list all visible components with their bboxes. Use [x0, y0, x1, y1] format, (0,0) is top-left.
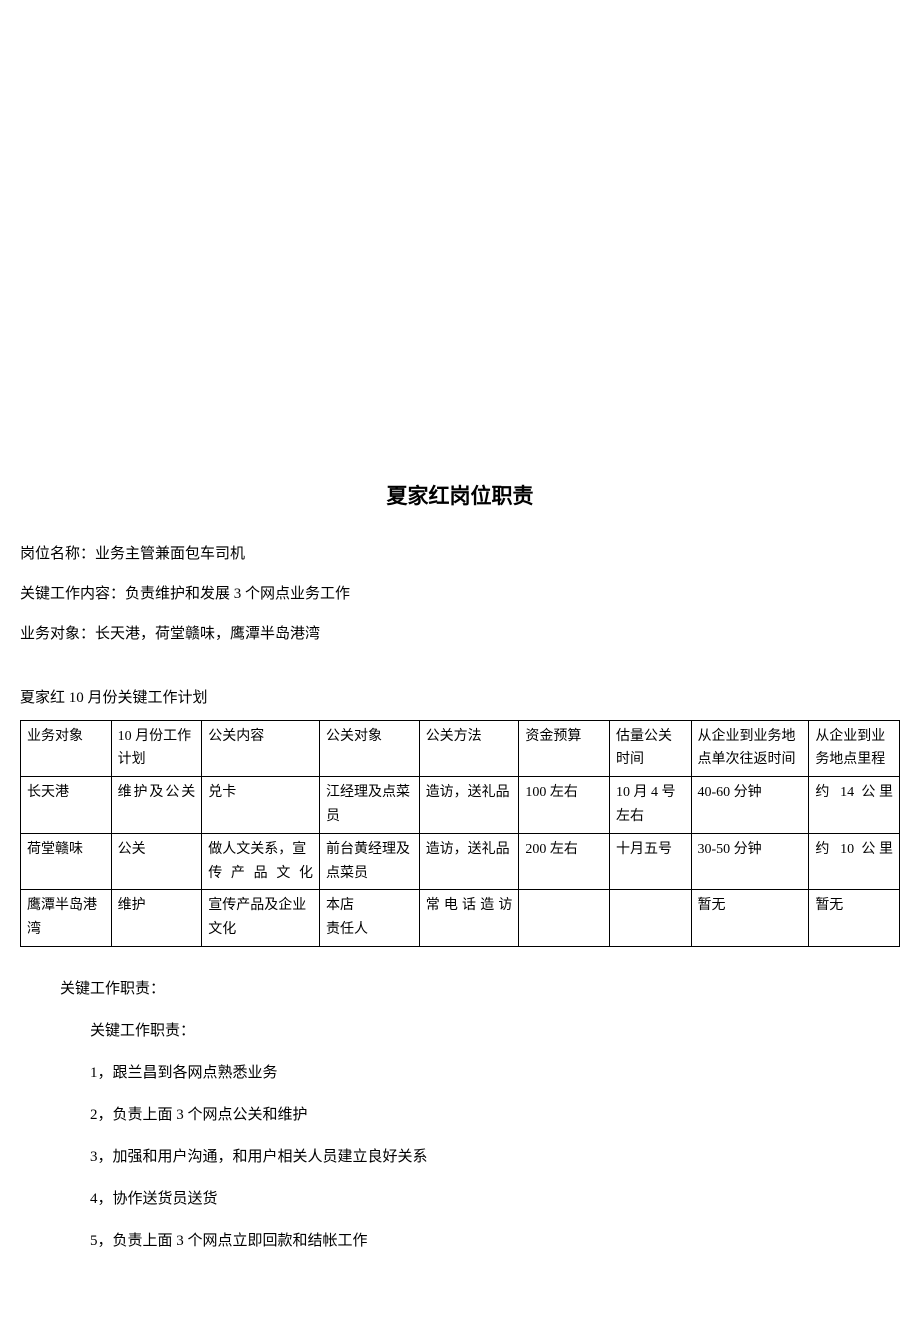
table-cell: [609, 890, 691, 947]
table-cell: 宣传产品及企业文化: [202, 890, 320, 947]
table-header: 10 月份工作计划: [111, 720, 202, 777]
table-row: 荷堂赣味 公关 做人文关系，宣传产品文化 前台黄经理及点菜员 造访，送礼品 20…: [21, 833, 900, 890]
table-header-row: 业务对象 10 月份工作计划 公关内容 公关对象 公关方法 资金预算 估量公关时…: [21, 720, 900, 777]
plan-subtitle: 夏家红 10 月份关键工作计划: [20, 686, 900, 710]
duty-item: 5，负责上面 3 个网点立即回款和结帐工作: [20, 1229, 900, 1253]
table-cell: 常电话造访: [419, 890, 519, 947]
table-cell: 十月五号: [609, 833, 691, 890]
table-header: 从企业到业务地点里程: [809, 720, 900, 777]
table-cell: 40-60 分钟: [691, 777, 809, 834]
table-header: 估量公关时间: [609, 720, 691, 777]
table-cell: 约 14 公里: [809, 777, 900, 834]
table-cell: 长天港: [21, 777, 112, 834]
table-cell: 200 左右: [519, 833, 610, 890]
table-header: 公关方法: [419, 720, 519, 777]
table-row: 鹰潭半岛港湾 维护 宣传产品及企业文化 本店 责任人 常电话造访 暂无 暂无: [21, 890, 900, 947]
table-cell: 造访，送礼品: [419, 833, 519, 890]
duty-item: 1，跟兰昌到各网点熟悉业务: [20, 1061, 900, 1085]
table-header: 公关对象: [320, 720, 420, 777]
targets-info: 业务对象：长天港，荷堂赣味，鹰潭半岛港湾: [20, 622, 900, 646]
table-cell: 做人文关系，宣传产品文化: [202, 833, 320, 890]
keywork-info: 关键工作内容：负责维护和发展 3 个网点业务工作: [20, 582, 900, 606]
table-cell: 鹰潭半岛港湾: [21, 890, 112, 947]
table-cell: 约 10 公里: [809, 833, 900, 890]
table-cell: 公关: [111, 833, 202, 890]
table-cell: 暂无: [809, 890, 900, 947]
table-cell: [519, 890, 610, 947]
plan-table: 业务对象 10 月份工作计划 公关内容 公关对象 公关方法 资金预算 估量公关时…: [20, 720, 900, 947]
duties-heading: 关键工作职责：: [20, 977, 900, 1001]
table-cell: 江经理及点菜员: [320, 777, 420, 834]
table-cell: 荷堂赣味: [21, 833, 112, 890]
table-header: 业务对象: [21, 720, 112, 777]
table-row: 长天港 维护及公关 兑卡 江经理及点菜员 造访，送礼品 100 左右 10 月 …: [21, 777, 900, 834]
table-cell: 10 月 4 号左右: [609, 777, 691, 834]
table-cell: 30-50 分钟: [691, 833, 809, 890]
position-info: 岗位名称：业务主管兼面包车司机: [20, 542, 900, 566]
page-title: 夏家红岗位职责: [20, 480, 900, 514]
table-cell: 本店 责任人: [320, 890, 420, 947]
table-header: 从企业到业务地点单次往返时间: [691, 720, 809, 777]
table-cell: 维护及公关: [111, 777, 202, 834]
table-header: 公关内容: [202, 720, 320, 777]
duty-item: 4，协作送货员送货: [20, 1187, 900, 1211]
table-cell: 100 左右: [519, 777, 610, 834]
duties-subheading: 关键工作职责：: [20, 1019, 900, 1043]
table-cell: 兑卡: [202, 777, 320, 834]
table-cell: 造访，送礼品: [419, 777, 519, 834]
duty-item: 2，负责上面 3 个网点公关和维护: [20, 1103, 900, 1127]
table-cell: 前台黄经理及点菜员: [320, 833, 420, 890]
table-header: 资金预算: [519, 720, 610, 777]
table-cell: 暂无: [691, 890, 809, 947]
table-cell: 维护: [111, 890, 202, 947]
duty-item: 3，加强和用户沟通，和用户相关人员建立良好关系: [20, 1145, 900, 1169]
